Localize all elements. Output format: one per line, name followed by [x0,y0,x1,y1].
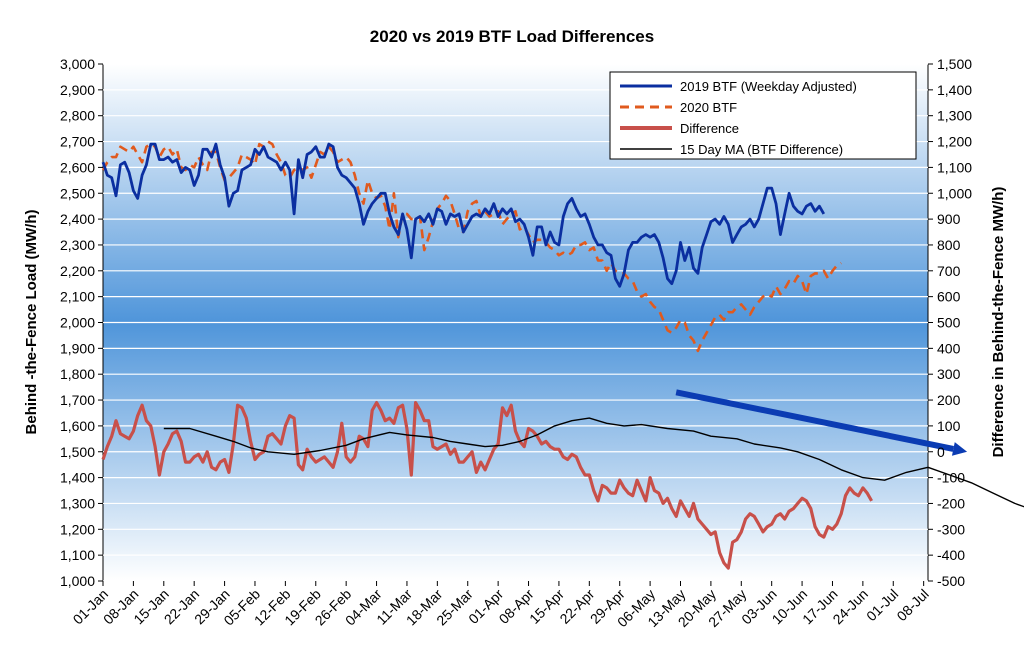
legend-label-difference: Difference [680,121,739,136]
y-tick-label: 1,200 [60,521,95,537]
y2-tick-label: 1,100 [937,159,972,175]
x-tick-label: 24-Jun [829,586,871,628]
y2-tick-label: -100 [937,470,965,486]
trend-arrow-head [951,442,968,456]
y-tick-label: 1,700 [60,392,95,408]
legend: 2019 BTF (Weekday Adjusted) 2020 BTF Dif… [609,71,917,160]
legend-label-2019: 2019 BTF (Weekday Adjusted) [680,79,857,94]
series-2020-btf-line [101,140,842,353]
trend-arrow-shaft [675,389,954,452]
y2-tick-label: -400 [937,547,965,563]
chart-title: 2020 vs 2019 BTF Load Differences [370,27,654,46]
y2-axis-title: Difference in Behind-the-Fence MW/h) [990,187,1007,458]
y2-tick-label: 0 [937,444,945,460]
y-tick-label: 2,500 [60,185,95,201]
series-2019-btf-line [101,142,826,288]
y-tick-label: 1,100 [60,547,95,563]
x-tick-label: 01-Jul [863,586,901,624]
y-axis-title: Behind -the-Fence Load (MW/h) [23,210,40,435]
y2-tick-label: 1,000 [937,185,972,201]
y-tick-label: 2,900 [60,82,95,98]
y-tick-label: 1,500 [60,444,95,460]
y2-tick-label: 500 [937,315,961,331]
series-15-day-ma-line [163,417,1024,508]
y2-tick-label: 200 [937,392,961,408]
y2-tick-label: 1,300 [937,108,972,124]
y-tick-label: 1,400 [60,470,95,486]
y-tick-label: 2,200 [60,263,95,279]
y2-tick-label: -500 [937,573,965,589]
y-tick-label: 2,400 [60,211,95,227]
y-tick-label: 1,600 [60,418,95,434]
y2-tick-label: 700 [937,263,961,279]
y2-tick-label: 300 [937,366,961,382]
legend-label-ma15: 15 Day MA (BTF Difference) [680,142,843,157]
y-tick-label: 1,800 [60,366,95,382]
y-tick-label: 1,000 [60,573,95,589]
y2-tick-label: -200 [937,495,965,511]
y-tick-label: 2,000 [60,315,95,331]
y-tick-label: 1,900 [60,340,95,356]
series-difference-line [101,401,873,570]
legend-label-2020: 2020 BTF [680,100,737,115]
y2-tick-label: 1,500 [937,56,972,72]
y2-tick-label: 800 [937,237,961,253]
y2-tick-label: 100 [937,418,961,434]
y-tick-label: 2,700 [60,134,95,150]
series-group [101,140,1024,570]
y2-tick-label: 600 [937,289,961,305]
y-tick-label: 3,000 [60,56,95,72]
y2-tick-label: 900 [937,211,961,227]
y-tick-label: 2,100 [60,289,95,305]
x-tick-label: 08-Jul [893,586,931,624]
y-tick-label: 2,800 [60,108,95,124]
y-tick-label: 2,300 [60,237,95,253]
y-tick-label: 1,300 [60,495,95,511]
y2-tick-label: -300 [937,521,965,537]
y2-tick-label: 1,200 [937,134,972,150]
y2-tick-label: 400 [937,340,961,356]
gridlines [103,63,928,582]
y-tick-label: 2,600 [60,159,95,175]
y2-tick-label: 1,400 [937,82,972,98]
